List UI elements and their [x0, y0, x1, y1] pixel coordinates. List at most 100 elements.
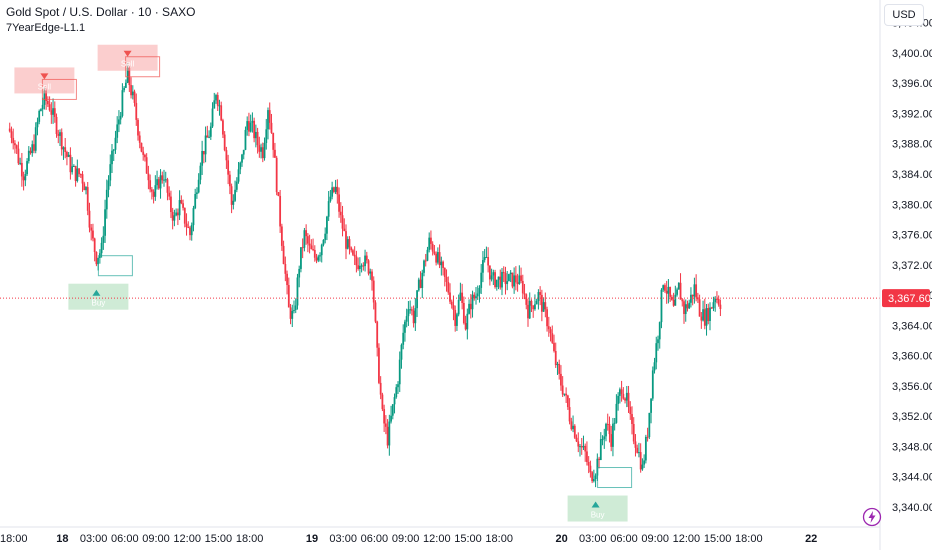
candle-body — [41, 104, 44, 110]
candle — [391, 404, 394, 420]
candle — [643, 454, 646, 468]
candle — [329, 189, 332, 203]
candle-body — [211, 108, 214, 127]
candle-body — [294, 305, 297, 310]
candle — [263, 137, 266, 161]
candle — [430, 230, 432, 250]
candle — [367, 259, 370, 276]
candle-body — [388, 421, 391, 446]
candle-body — [374, 302, 377, 322]
candle-body — [358, 265, 361, 269]
candle-body — [482, 260, 484, 273]
candle — [62, 146, 65, 160]
candle — [487, 247, 490, 273]
candle — [660, 288, 663, 329]
symbol-title[interactable]: Gold Spot / U.S. Dollar · 10 · SAXO — [6, 5, 196, 19]
candle-body — [537, 292, 540, 301]
candle-body — [485, 257, 488, 259]
candle-body — [676, 289, 678, 295]
candle-body — [348, 239, 351, 248]
candle-body — [355, 256, 358, 266]
buy-signal[interactable]: Buy — [567, 467, 633, 522]
candle-body — [142, 151, 145, 155]
candle — [138, 131, 141, 149]
candle — [161, 171, 164, 184]
candle — [650, 398, 652, 424]
candle-body — [280, 226, 283, 246]
candle — [147, 165, 150, 190]
candle-body — [81, 174, 84, 184]
candle — [249, 114, 252, 133]
candle-body — [126, 68, 129, 83]
candle-body — [511, 272, 514, 287]
candle — [703, 298, 706, 330]
candle-body — [180, 200, 183, 204]
sell-signal[interactable]: Sell — [97, 44, 161, 78]
candle-body — [577, 441, 580, 447]
candle-body — [570, 421, 573, 430]
candle — [14, 140, 16, 154]
candle — [450, 299, 453, 309]
candle — [119, 111, 122, 125]
candle — [341, 205, 344, 237]
candle — [268, 102, 271, 130]
candle-body — [605, 423, 607, 437]
candle-body — [400, 344, 403, 360]
candle — [220, 101, 223, 122]
candle — [201, 140, 204, 175]
y-axis[interactable]: 3,340.00 3,344.00 3,348.00 3,352.00 3,356.00… — [879, 0, 932, 550]
y-tick-label: 3,384.00 — [892, 169, 932, 181]
candle — [586, 441, 588, 466]
candle-body — [672, 299, 675, 306]
candle-body — [78, 168, 80, 175]
candle-body — [220, 105, 223, 121]
candle-body — [442, 261, 444, 268]
candle — [17, 141, 20, 165]
candle-body — [215, 95, 217, 101]
x-axis[interactable]: 18:00 18 03:00 06:00 09:00 12:00 15:00 18:00 19 0… — [0, 526, 880, 545]
buy-signal[interactable]: Buy — [68, 255, 133, 310]
candle-body — [55, 116, 58, 135]
candle-body — [46, 100, 49, 105]
candle — [107, 175, 110, 198]
buy-signal-box — [567, 495, 628, 522]
candle — [551, 325, 554, 344]
currency-button[interactable]: USD — [884, 4, 924, 26]
candle — [525, 293, 528, 310]
candle — [613, 417, 616, 431]
candle-body — [360, 265, 363, 267]
sell-signal[interactable]: Sell — [14, 67, 77, 100]
candle-body — [138, 135, 141, 143]
candle-body — [703, 309, 706, 326]
candle-body — [130, 85, 132, 96]
lightning-icon[interactable] — [862, 507, 882, 527]
candle — [171, 207, 174, 230]
candle-body — [293, 309, 295, 311]
candle-body — [204, 135, 207, 155]
candle-body — [702, 309, 704, 321]
candle — [482, 251, 484, 283]
candle — [248, 112, 250, 137]
buy-zone-box — [597, 467, 633, 489]
candle-body — [547, 326, 550, 330]
candle-body — [124, 82, 127, 88]
candle-body — [76, 168, 79, 181]
candle — [308, 234, 311, 254]
candle — [275, 155, 278, 196]
indicator-label[interactable]: 7YearEdge-L1.1 — [6, 22, 86, 34]
candle — [521, 274, 524, 300]
candle-body — [579, 446, 581, 448]
candle-body — [161, 175, 164, 181]
candle — [150, 186, 153, 200]
candle — [506, 271, 509, 291]
candle — [710, 306, 713, 309]
candle — [168, 186, 171, 201]
candle-body — [241, 154, 243, 163]
candle — [209, 122, 212, 140]
candle — [345, 224, 347, 260]
candle — [336, 179, 339, 204]
candle-body — [12, 137, 15, 144]
candle-body — [121, 90, 124, 116]
